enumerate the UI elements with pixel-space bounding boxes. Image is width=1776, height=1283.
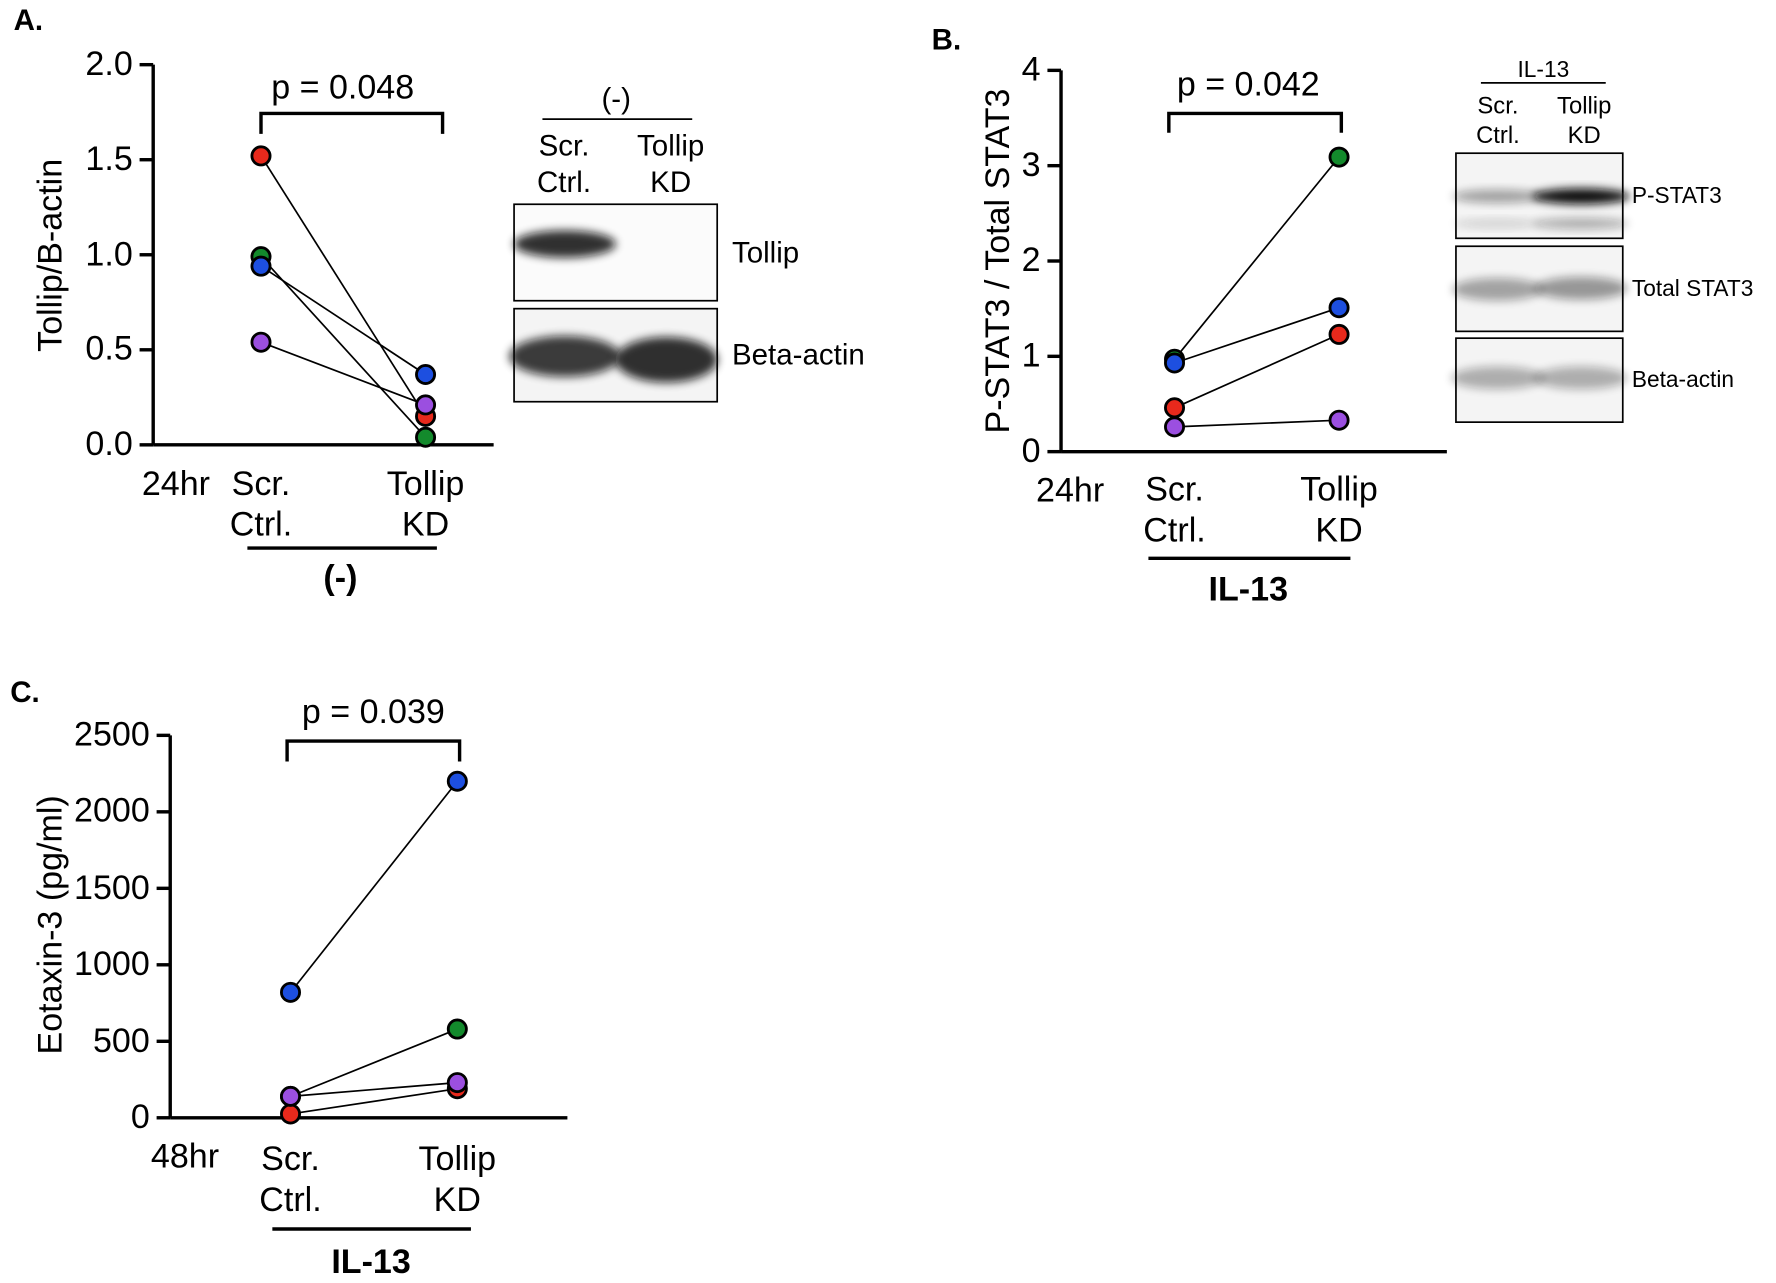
blot-band [1534, 366, 1628, 390]
data-point [446, 770, 468, 792]
y-tick-label: 2000 [74, 792, 150, 830]
data-point [1328, 323, 1350, 345]
x-tick-label: Scr. Ctrl. [259, 1140, 322, 1219]
blot-band-label: Total STAT3 [1631, 276, 1754, 302]
data-point [1328, 146, 1350, 168]
x-tick-label: Tollip KD [1300, 470, 1378, 550]
data-point [415, 364, 437, 386]
time-label: 24hr [141, 465, 210, 503]
paired-line [260, 265, 427, 376]
blot-header: IL-13 [1517, 57, 1570, 83]
blot-band [1533, 217, 1629, 230]
data-point [280, 1085, 302, 1107]
paired-line [260, 341, 426, 406]
y-axis-label: Eotaxin-3 (pg/ml) [31, 795, 70, 1055]
paired-line [1173, 156, 1340, 360]
y-axis-label: P-STAT3 / Total STAT3 [979, 88, 1017, 434]
panel-label: A. [13, 2, 44, 37]
p-value: p = 0.039 [301, 693, 445, 731]
data-point [1164, 352, 1186, 374]
y-tick-label: 0 [1021, 432, 1041, 470]
blot-band [615, 337, 718, 383]
blot-band-label: Beta-actin [731, 337, 865, 372]
data-point [250, 255, 272, 277]
blot-lane-label: Tollip KD [637, 128, 705, 199]
data-point [250, 331, 272, 353]
y-axis-label: Tollip/B-actin [31, 158, 70, 352]
data-point [1164, 397, 1186, 419]
y-tick-label: 1000 [74, 945, 150, 983]
blot-band [1451, 366, 1545, 390]
significance-bracket [1167, 111, 1344, 133]
paired-line [1174, 333, 1340, 409]
p-value: p = 0.042 [1176, 65, 1320, 104]
x-tick-label: Tollip KD [386, 465, 465, 544]
data-point [1328, 297, 1350, 319]
paired-line [1174, 419, 1340, 428]
y-tick-label: 0 [130, 1098, 150, 1136]
time-label: 48hr [150, 1138, 220, 1176]
y-tick-label: 0.5 [85, 330, 133, 368]
y-tick-label: 3 [1021, 146, 1041, 184]
paired-line [290, 1081, 458, 1098]
time-label: 24hr [1036, 472, 1105, 510]
x-tick-label: Scr. Ctrl. [1143, 470, 1206, 550]
blot-band [1453, 219, 1542, 229]
panel-label: C. [10, 674, 40, 709]
y-tick-label: 1.5 [85, 140, 133, 178]
group-label: (-) [323, 559, 358, 597]
y-tick-label: 0.0 [85, 425, 133, 463]
data-point [280, 981, 302, 1003]
blot-band [1534, 276, 1628, 300]
blot-band-label: P-STAT3 [1631, 183, 1722, 209]
panel-label: B. [931, 22, 962, 57]
p-value: p = 0.048 [271, 69, 415, 107]
paired-line [260, 155, 427, 417]
blot-lane-label: Tollip KD [1557, 93, 1612, 149]
blot-lane-label: Scr. Ctrl. [536, 128, 592, 199]
significance-bracket [285, 739, 462, 762]
y-tick-label: 1 [1021, 337, 1041, 375]
paired-line [260, 256, 427, 438]
group-label: IL-13 [331, 1243, 411, 1282]
paired-line [290, 1087, 458, 1115]
significance-bracket [259, 111, 445, 134]
data-point [280, 1103, 302, 1125]
y-tick-label: 1.0 [85, 235, 133, 273]
blot-band [513, 230, 616, 258]
x-tick-label: Tollip KD [418, 1140, 497, 1219]
blot-band-label: Beta-actin [1631, 367, 1735, 393]
data-point [1164, 416, 1186, 438]
data-point [1328, 409, 1350, 431]
x-tick-label: Scr. Ctrl. [229, 465, 293, 544]
data-point [446, 1018, 468, 1040]
blot-band [509, 335, 621, 377]
paired-line [1174, 306, 1340, 364]
data-point [250, 145, 272, 167]
data-point [415, 426, 437, 448]
paired-line [289, 780, 458, 993]
blot-band-label: Tollip [731, 234, 800, 269]
y-tick-label: 500 [92, 1021, 150, 1060]
blot-lane-label: Scr. Ctrl. [1476, 93, 1520, 149]
blot-band [1532, 188, 1630, 205]
y-tick-label: 2.0 [85, 45, 133, 83]
group-label: IL-13 [1208, 570, 1289, 609]
blot-band [1452, 189, 1544, 204]
data-point [446, 1072, 468, 1094]
y-tick-label: 2500 [74, 716, 150, 754]
blot-band [1452, 278, 1544, 301]
paired-line [290, 1028, 458, 1098]
y-tick-label: 1500 [74, 869, 150, 907]
y-tick-label: 4 [1021, 51, 1041, 89]
blot-header: (-) [601, 81, 631, 116]
data-point [415, 394, 437, 416]
y-tick-label: 2 [1021, 241, 1041, 280]
